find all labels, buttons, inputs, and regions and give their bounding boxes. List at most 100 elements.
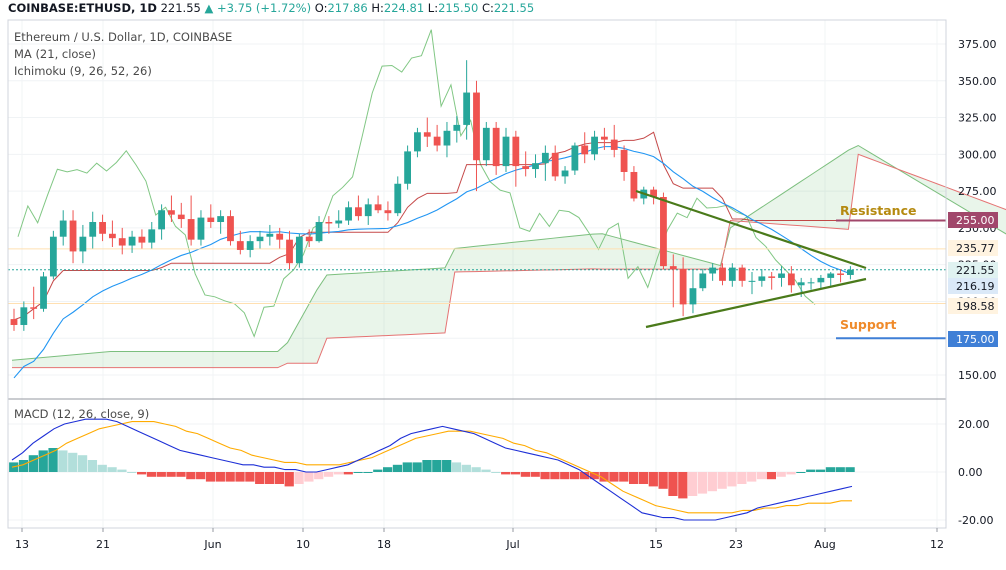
legend-ma[interactable]: MA (21, close) [14,47,96,61]
candle-body [748,280,756,282]
macd-histogram-bar [294,472,304,484]
candle-body [837,273,844,275]
candle-body [768,276,776,278]
macd-histogram-bar [629,472,639,484]
price-label-box [948,240,998,256]
macd-histogram-bar [166,472,176,477]
symbol-header: COINBASE:ETHUSD, 1D 221.55 ▲ +3.75 (+1.7… [8,1,534,15]
macd-tick-label: 0.00 [958,466,983,479]
legend-macd[interactable]: MACD (12, 26, close, 9) [14,407,150,421]
candle-body [817,277,825,283]
macd-histogram-bar [264,472,275,484]
macd-histogram-bar [77,455,88,472]
candle-body [79,236,87,252]
candle-body [443,130,451,146]
candle-body [374,204,382,211]
price-label-plain: 198.58 [956,300,995,313]
macd-tick-label: 20.00 [958,418,990,431]
ma-21-line [13,146,851,379]
high-value: 224.81 [383,1,425,15]
upper-trendline [635,189,867,270]
price-label-support: 175.00 [956,333,995,346]
macd-histogram-bar [569,472,580,480]
candle-body [719,267,726,281]
macd-histogram-bar [678,472,688,499]
x-tick-label: 15 [649,538,663,551]
candle-body [256,236,264,242]
macd-histogram-bar [373,469,383,472]
macd-histogram-bar [609,472,619,482]
x-tick-label: 12 [930,538,944,551]
macd-histogram-bar [638,472,649,484]
macd-histogram-bar [117,469,127,472]
candle-body [355,207,362,217]
price-label-resistance: 255.00 [956,214,995,227]
candle-body [512,136,520,167]
candle-body [197,217,205,240]
candle-body [207,217,215,223]
ichimoku-cloud [12,145,1006,368]
candle-body [177,214,185,220]
candle-body [315,222,323,242]
macd-histogram-bar [451,462,462,472]
macd-histogram-bar [688,472,698,496]
legend-title[interactable]: Ethereum / U.S. Dollar, 1D, COINBASE [14,30,233,44]
price-label-box [948,331,998,347]
candle-body [689,288,697,305]
open-label: O: [314,1,328,15]
macd-histogram-bar [333,472,344,475]
candle-body [187,219,195,240]
macd-histogram-bar [304,472,314,482]
macd-histogram-bar [825,467,836,472]
candle-body [295,236,303,264]
candle-body [414,132,421,152]
symbol-label[interactable]: COINBASE:ETHUSD, 1D [8,1,157,15]
ichimoku-lagging-span [17,29,816,338]
macd-histogram-bar [747,472,757,482]
macd-histogram-bar [383,467,393,472]
candle-body [20,307,28,325]
candle-body [99,222,106,234]
macd-histogram-bar [432,460,442,472]
macd-histogram-bar [599,472,609,482]
price-label-box [948,262,998,278]
macd-histogram-bar [205,472,216,482]
x-tick-label: 18 [377,538,391,551]
candle-body [571,145,579,171]
candle-body [433,136,441,146]
macd-histogram-bar [806,469,816,472]
price-tick-label: 350.00 [958,75,997,88]
candle-body [660,196,667,267]
candle-body [394,183,402,214]
price-label-box [948,212,998,228]
x-tick-label: 10 [296,538,310,551]
candle-body [738,267,746,281]
x-tick-label: 21 [96,538,110,551]
candle-body [89,222,97,237]
candle-body [473,92,480,161]
candle-body [847,269,854,275]
candle-body [286,239,293,264]
macd-histogram-bar [274,472,284,484]
candle-body [246,241,254,250]
x-tick-label: 13 [15,538,29,551]
macd-histogram-bar [756,472,767,480]
macd-histogram-bar [245,472,255,482]
candle-body [561,170,569,177]
candle-body [69,220,77,252]
price-tick-label: 325.00 [958,112,997,125]
candle-body [827,273,835,278]
ichimoku-span-a [11,144,1006,361]
price-change: +3.75 (+1.72%) [217,1,312,15]
macd-histogram-bar [146,472,157,477]
x-tick-label: Jul [505,538,519,551]
candle-body [492,127,500,167]
candle-body [109,233,116,239]
candle-body [118,238,126,246]
macd-histogram-bar [461,464,471,472]
candle-body [227,216,234,242]
macd-histogram-bar [658,472,668,489]
macd-histogram-bar [225,472,235,482]
legend-ichimoku[interactable]: Ichimoku (9, 26, 52, 26) [14,64,152,78]
